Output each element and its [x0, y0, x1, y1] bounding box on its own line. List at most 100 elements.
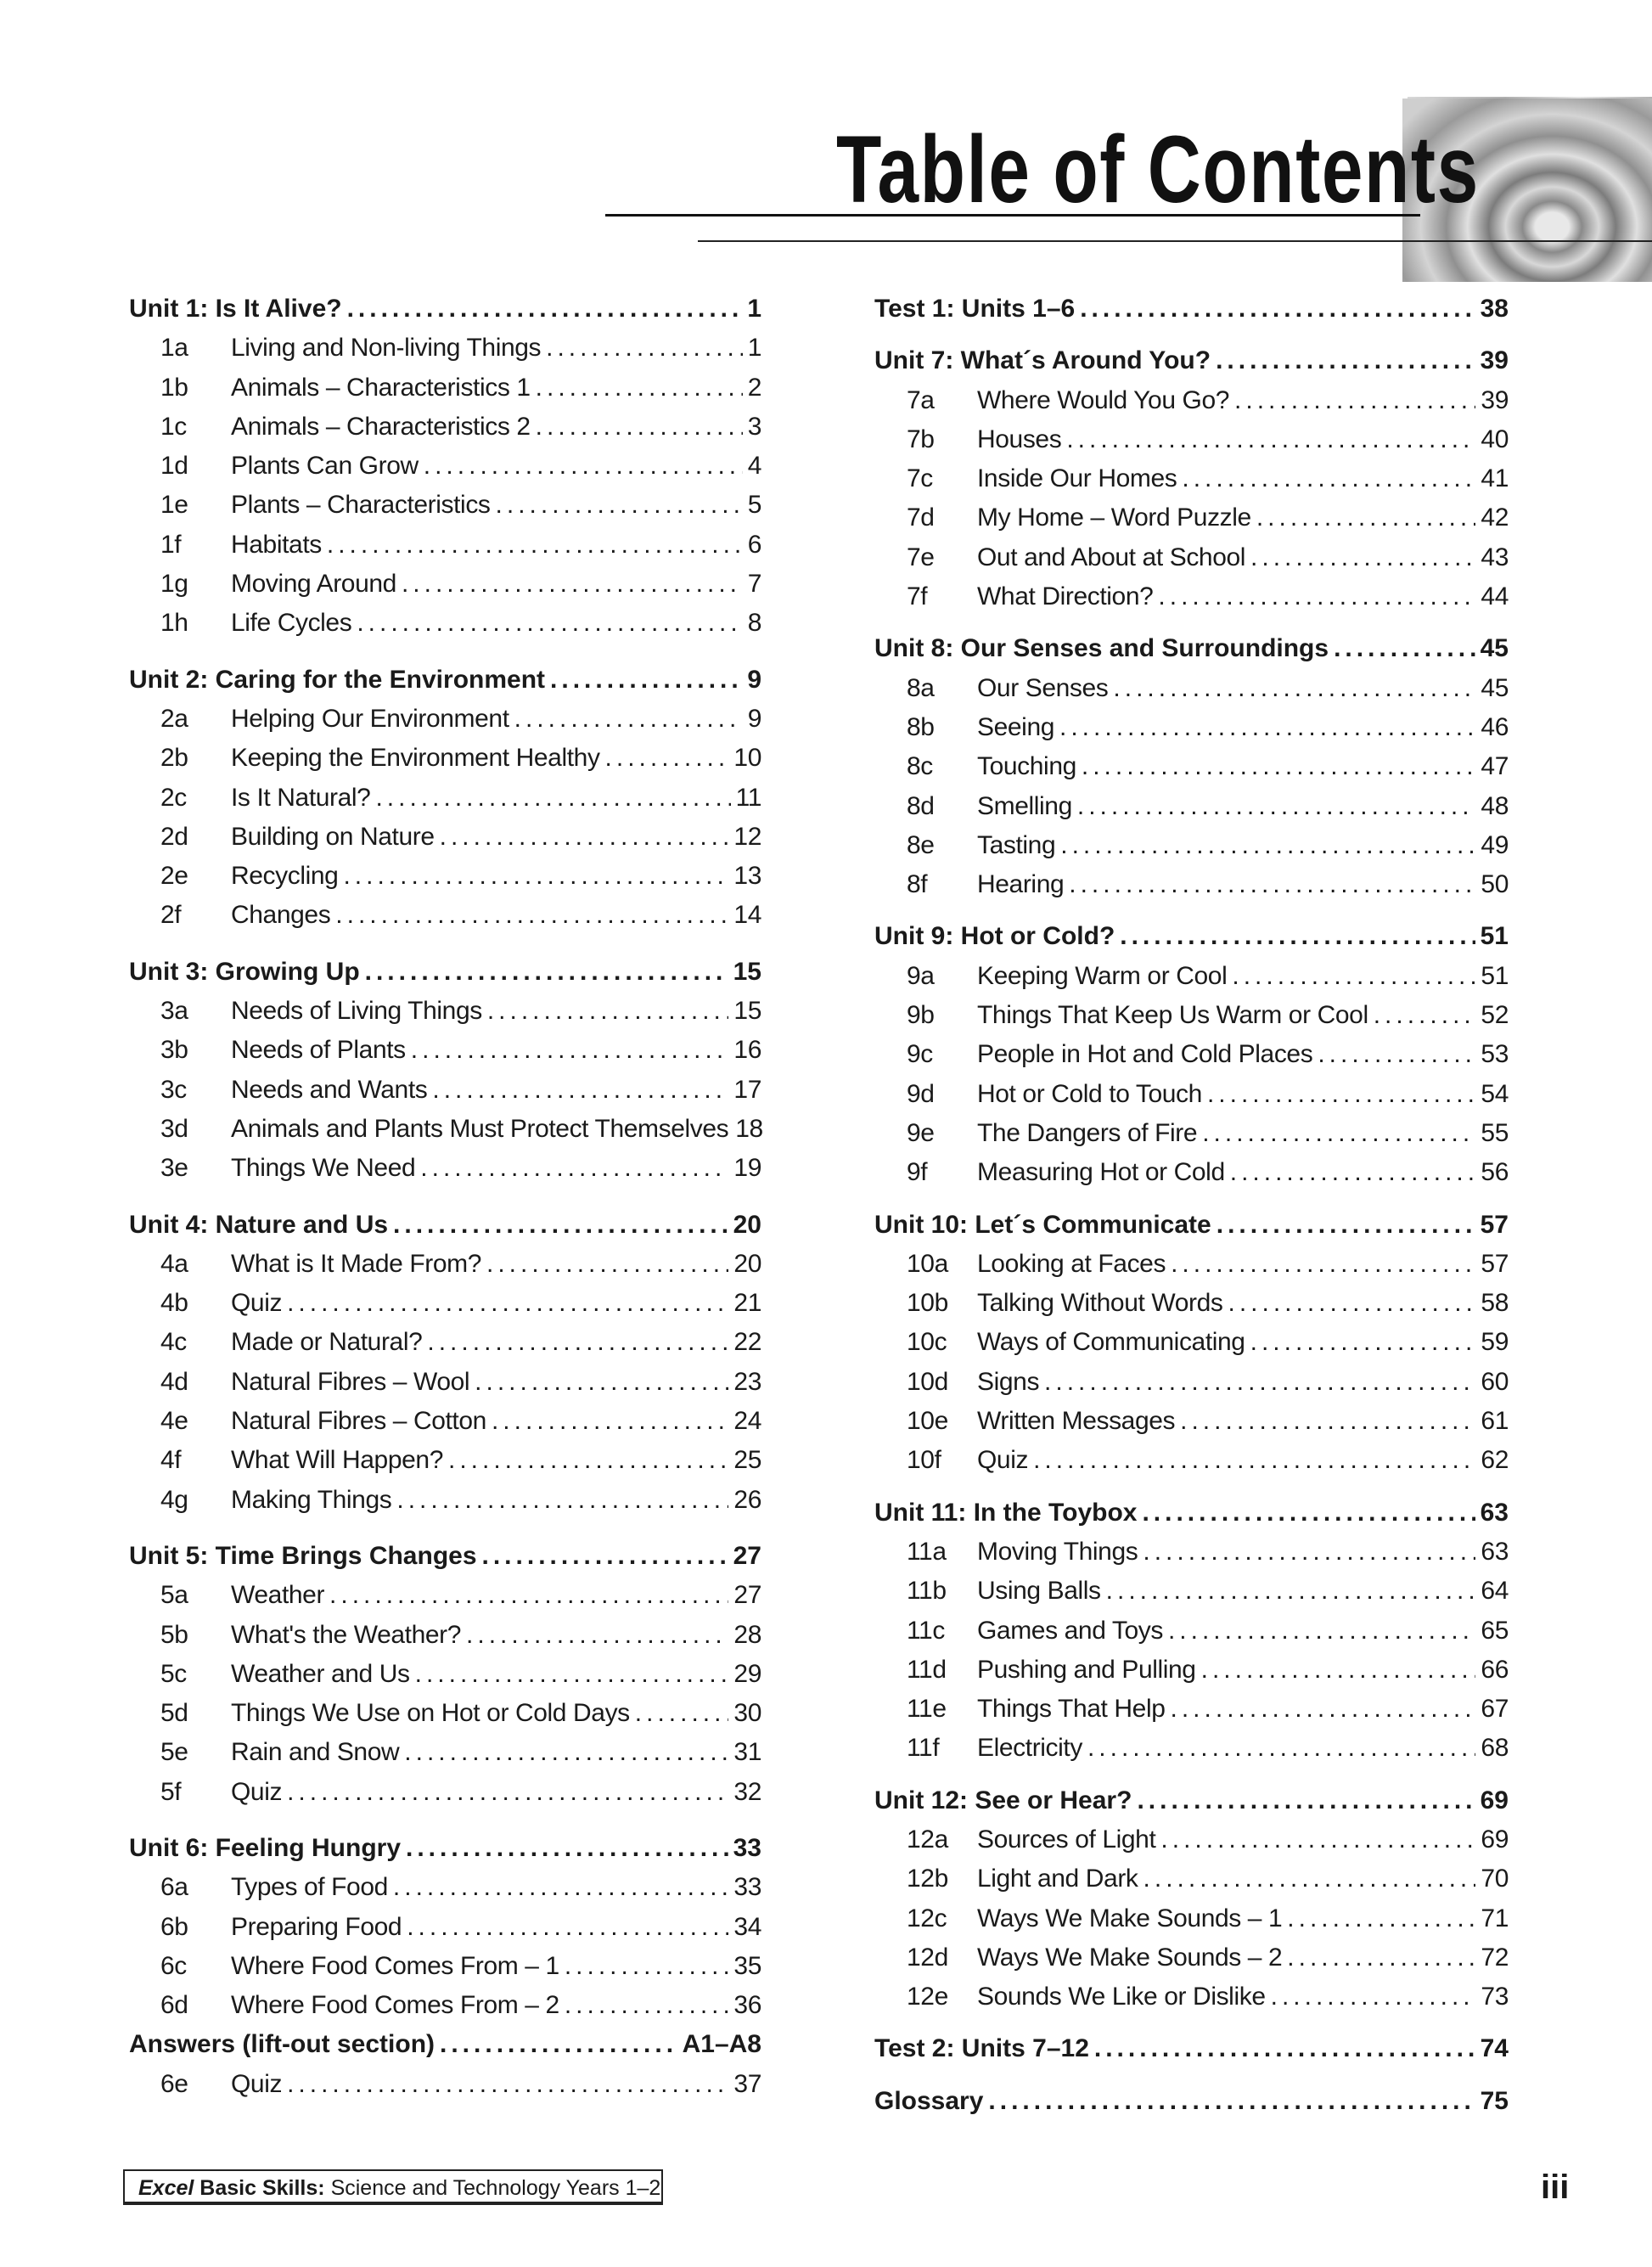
entry-title: Electricity	[977, 1734, 1082, 1763]
leader-dots	[1256, 498, 1476, 537]
entry-page-number: 23	[733, 1367, 761, 1396]
entry-title: Unit 9: Hot or Cold?	[874, 922, 1115, 951]
entry-page-number: 66	[1481, 1655, 1509, 1684]
toc-entry: 2e Recycling 13	[129, 857, 761, 896]
leader-dots	[440, 2025, 677, 2064]
entry-page-number: 19	[733, 1154, 761, 1183]
entry-number: 6e	[160, 2069, 188, 2098]
entry-page-number: A1–A8	[682, 2030, 761, 2059]
entry-number: 7a	[907, 385, 935, 414]
toc-entry: 7e Out and About at School 43	[874, 538, 1509, 577]
toc-entry: 2d Building on Nature 12	[129, 818, 761, 857]
leader-dots	[514, 700, 743, 739]
leader-dots	[486, 1245, 728, 1284]
leader-dots	[1069, 865, 1475, 904]
entry-number: 1g	[160, 570, 188, 599]
leader-dots	[404, 1733, 728, 1772]
entry-page-number: 8	[747, 609, 762, 638]
page-number: iii	[1541, 2169, 1570, 2206]
leader-dots	[988, 2082, 1475, 2121]
entry-title: Quiz	[231, 1289, 283, 1318]
toc-entry: 6a Types of Food 33	[129, 1868, 761, 1907]
entry-title: Talking Without Words	[977, 1289, 1223, 1318]
entry-number: 4f	[160, 1446, 182, 1475]
entry-title: Made or Natural?	[231, 1328, 423, 1357]
toc-entry: 4g Making Things 26	[129, 1481, 761, 1520]
leader-dots	[1094, 2029, 1475, 2068]
toc-unit-entry: Unit 5: Time Brings Changes 27	[129, 1537, 761, 1576]
entry-number: 4g	[160, 1485, 188, 1514]
leader-dots	[424, 447, 743, 486]
entry-number: 8b	[907, 712, 935, 741]
toc-entry: 8a Our Senses 45	[874, 669, 1509, 708]
leader-dots	[1217, 1206, 1475, 1245]
entry-title: Moving Around	[231, 570, 396, 599]
entry-page-number: 14	[733, 901, 761, 930]
toc-entry: 7d My Home – Word Puzzle 42	[874, 498, 1509, 537]
toc-entry: 7a Where Would You Go? 39	[874, 381, 1509, 420]
entry-page-number: 12	[733, 822, 761, 851]
entry-page-number: 32	[733, 1777, 761, 1806]
entry-page-number: 53	[1481, 1040, 1509, 1069]
entry-page-number: 51	[1481, 961, 1509, 990]
entry-page-number: 50	[1481, 870, 1509, 899]
entry-number: 8d	[907, 791, 935, 820]
entry-title: Things We Need	[231, 1154, 416, 1183]
entry-number: 8e	[907, 830, 935, 859]
entry-title: Helping Our Environment	[231, 704, 509, 733]
toc-entry: 7c Inside Our Homes 41	[874, 459, 1509, 498]
leader-dots	[1044, 1363, 1475, 1402]
entry-page-number: 74	[1480, 2034, 1509, 2063]
entry-page-number: 67	[1481, 1695, 1509, 1724]
toc-entry: 10f Quiz 62	[874, 1441, 1509, 1480]
entry-page-number: 25	[733, 1446, 761, 1475]
entry-title: My Home – Word Puzzle	[977, 503, 1251, 532]
header-rule-lower	[698, 240, 1652, 242]
toc-unit-entry: Unit 9: Hot or Cold? 51	[874, 917, 1509, 956]
leader-dots	[1232, 957, 1475, 996]
entry-page-number: 58	[1481, 1289, 1509, 1318]
toc-entry: 1a Living and Non-living Things 1	[129, 329, 761, 368]
entry-page-number: 65	[1481, 1616, 1509, 1645]
entry-page-number: 2	[747, 373, 762, 402]
leader-dots	[287, 1773, 728, 1812]
leader-dots	[482, 1537, 728, 1576]
entry-title: Making Things	[231, 1485, 392, 1514]
leader-dots	[402, 565, 743, 604]
entry-number: 4e	[160, 1407, 188, 1436]
entry-page-number: 33	[733, 1833, 761, 1862]
entry-title: Answers (lift-out section)	[129, 2030, 435, 2059]
entry-number: 8a	[907, 673, 935, 702]
toc-entry: 10d Signs 60	[874, 1363, 1509, 1402]
leader-dots	[1168, 1612, 1475, 1651]
entry-number: 7e	[907, 543, 935, 571]
toc-entry: 7b Houses 40	[874, 420, 1509, 459]
entry-title: Games and Toys	[977, 1616, 1163, 1645]
toc-unit-entry: Unit 7: What´s Around You? 39	[874, 341, 1509, 380]
entry-title: Quiz	[231, 1777, 283, 1806]
entry-title: Where Food Comes From – 1	[231, 1951, 559, 1980]
leader-dots	[1160, 1820, 1475, 1859]
leader-dots	[1033, 1441, 1475, 1480]
toc-entry: 4b Quiz 21	[129, 1284, 761, 1323]
leader-dots	[475, 1363, 728, 1402]
leader-dots	[1202, 1114, 1475, 1153]
entry-number: 8f	[907, 870, 928, 899]
entry-page-number: 34	[733, 1912, 761, 1941]
entry-title: Measuring Hot or Cold	[977, 1158, 1225, 1187]
leader-dots	[1207, 1075, 1475, 1114]
entry-page-number: 7	[747, 570, 762, 599]
entry-number: 8c	[907, 752, 933, 781]
leader-dots	[1059, 708, 1475, 747]
entry-page-number: 1	[747, 295, 761, 323]
entry-page-number: 15	[733, 997, 761, 1026]
leader-dots	[1066, 420, 1475, 459]
leader-dots	[1287, 1938, 1475, 1977]
leader-dots	[1106, 1572, 1476, 1611]
entry-title: Things That Keep Us Warm or Cool	[977, 1001, 1368, 1030]
leader-dots	[396, 1481, 728, 1520]
entry-page-number: 30	[733, 1699, 761, 1728]
entry-page-number: 71	[1481, 1904, 1509, 1932]
toc-entry: 9e The Dangers of Fire 55	[874, 1114, 1509, 1153]
toc-entry: 6c Where Food Comes From – 1 35	[129, 1947, 761, 1986]
